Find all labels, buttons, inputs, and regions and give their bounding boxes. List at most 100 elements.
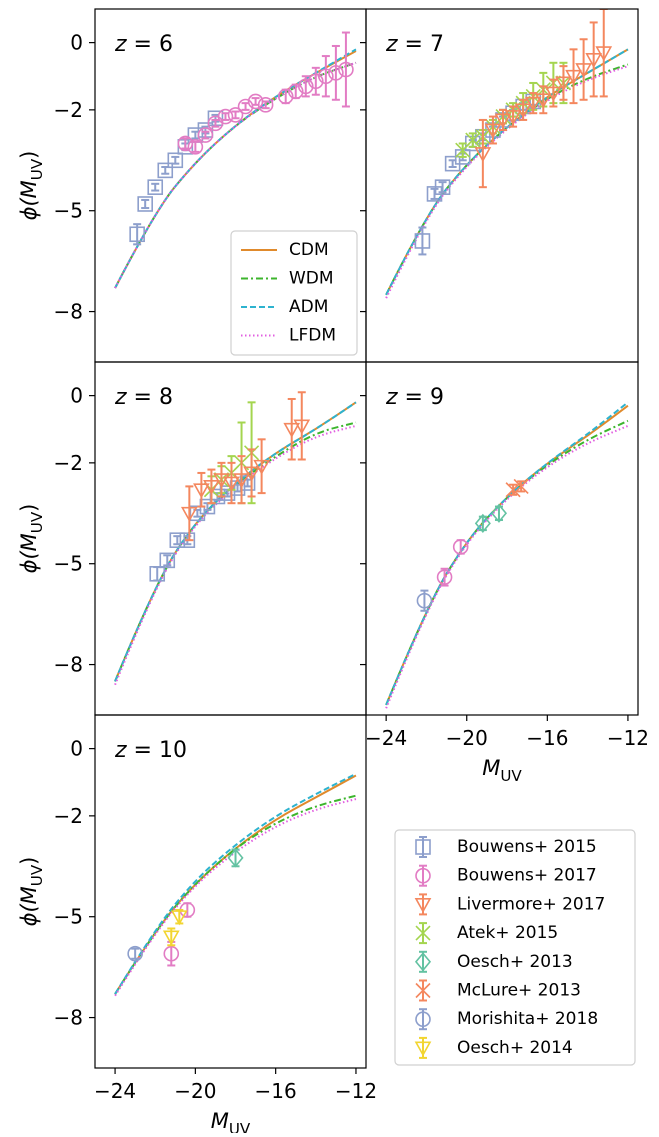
data-point	[504, 110, 522, 126]
data-point	[187, 139, 204, 155]
y-tick-label: −2	[54, 804, 83, 828]
data-point	[223, 476, 240, 492]
x-tick-label: −16	[255, 1079, 297, 1103]
data-point	[452, 539, 469, 555]
obs-series-mclure-2013	[505, 478, 529, 498]
data-point	[555, 76, 572, 92]
data-point	[328, 65, 344, 81]
model-curve-lfdm	[385, 65, 629, 299]
plot-area	[385, 9, 629, 299]
legend-marker	[415, 839, 431, 855]
panel-3: 0 −2 −5 −8 ϕ(MUV) z = 8	[17, 361, 367, 716]
obs-series-livermore-2017	[474, 9, 613, 189]
panel-5: 0 −2 −5 −8 −24 −20 −16 −12 MUV ϕ(MUV) z = 10	[17, 714, 377, 1137]
y-axis-label-text: ϕ(MUV)	[17, 857, 46, 927]
model-curve-wdm	[114, 421, 357, 682]
redshift-label: z = 9	[385, 385, 444, 410]
data-point	[213, 473, 230, 489]
data-point	[308, 73, 324, 90]
x-axis-label-text: MUV	[211, 1109, 251, 1133]
data-point	[297, 78, 314, 95]
y-tick-label: −8	[54, 653, 83, 677]
y-axis-label-text: ϕ(MUV)	[17, 504, 46, 574]
obs-series-bouwens-2015	[149, 475, 256, 582]
data-point	[217, 108, 234, 125]
obs-series-morishita-2018	[416, 589, 433, 612]
model-curve-wdm	[385, 63, 629, 296]
observation-legend: Bouwens+ 2015 Bouwens+ 2017 Livermore+ 201…	[394, 829, 636, 1066]
data-point	[137, 196, 153, 212]
y-tick-label: −5	[54, 552, 83, 576]
plot-area	[114, 391, 357, 686]
legend-entry: WDM	[289, 269, 334, 289]
model-curve-wdm	[385, 419, 629, 706]
panel-4: −24 −20 −16 −12 MUV z = 9	[360, 361, 649, 785]
x-tick-label: −12	[607, 726, 649, 750]
x-tick-label: −24	[365, 726, 407, 750]
x-tick-label: −24	[94, 1079, 136, 1103]
y-tick-label: −2	[54, 451, 83, 475]
data-point	[474, 513, 491, 534]
y-tick-label: 0	[70, 384, 83, 408]
legend-marker	[414, 1041, 432, 1057]
legend-marker	[415, 1011, 431, 1028]
data-point	[434, 179, 451, 195]
legend-box	[230, 230, 358, 356]
data-point	[575, 63, 592, 79]
legend-entry: Morishita+ 2018	[457, 1009, 598, 1029]
data-point	[243, 466, 260, 482]
model-curve-adm	[385, 401, 629, 706]
x-tick-label: −20	[446, 726, 488, 750]
plot-area	[114, 772, 357, 997]
model-legend: CDM WDM ADM LFDM	[230, 230, 358, 356]
panel-frame	[365, 8, 639, 363]
data-point	[318, 68, 334, 85]
data-point	[167, 152, 184, 169]
legend-marker	[414, 952, 432, 972]
data-point	[147, 179, 164, 195]
redshift-label: z = 8	[114, 385, 173, 410]
obs-series-bouwens-2017	[177, 31, 354, 155]
legend-box	[394, 829, 636, 1066]
data-point	[484, 123, 502, 139]
data-point	[170, 910, 188, 926]
obs-series-morishita-2018	[127, 945, 143, 962]
data-point	[169, 532, 186, 548]
data-point	[585, 53, 603, 69]
redshift-label: z = 7	[385, 32, 444, 57]
panel-1: 0 −2 −5 −8 ϕ(MUV) z = 6 CDM WDM ADM LFDM	[17, 8, 367, 363]
data-point	[193, 483, 210, 499]
y-tick-label: 0	[70, 31, 83, 55]
legend-marker	[414, 897, 432, 914]
legend-entry: Bouwens+ 2015	[457, 837, 597, 857]
data-point	[233, 473, 250, 489]
x-axis-label-text: MUV	[482, 756, 522, 785]
data-point	[494, 113, 512, 129]
data-point	[157, 162, 174, 179]
data-point	[127, 945, 143, 962]
model-curve-cdm	[385, 48, 629, 296]
x-axis-label: MUV	[482, 756, 522, 785]
model-curve-lfdm	[114, 798, 357, 997]
legend-entry: Oesch+ 2013	[457, 952, 573, 972]
data-point	[162, 930, 180, 946]
panel-frame	[365, 361, 639, 716]
panel-frame	[94, 714, 367, 1069]
obs-series-oesch-2013	[474, 503, 508, 534]
panel-frame	[94, 361, 367, 716]
legend-entry: ADM	[289, 297, 328, 317]
legend-entry: LFDM	[289, 326, 336, 346]
legend-entry: Bouwens+ 2017	[457, 866, 597, 886]
legend-marker	[415, 982, 431, 999]
model-curve-wdm	[114, 794, 357, 995]
panel-2: z = 7	[360, 8, 639, 363]
legend-entry: McLure+ 2013	[457, 981, 581, 1001]
y-tick-label: −5	[54, 199, 83, 223]
data-point	[465, 132, 481, 148]
data-point	[197, 127, 214, 143]
data-point	[416, 592, 433, 609]
x-tick-label: −12	[335, 1079, 377, 1103]
data-point	[159, 552, 176, 569]
model-curve-cdm	[385, 404, 629, 706]
